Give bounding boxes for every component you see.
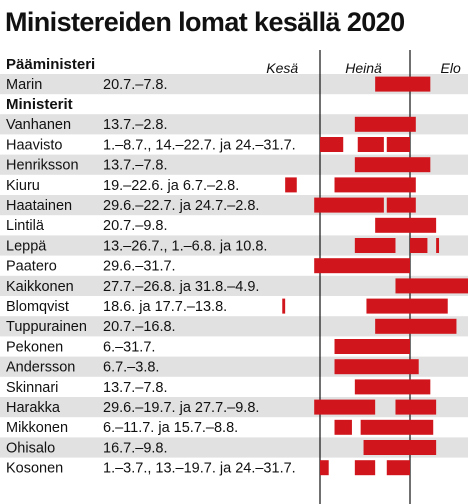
row-name: Ohisalo	[6, 440, 55, 456]
row-name: Haatainen	[6, 198, 72, 214]
vacation-bar	[375, 217, 437, 233]
row-background	[0, 235, 468, 256]
row-name: Pekonen	[6, 339, 63, 355]
month-label: Kesä	[266, 60, 298, 76]
row-name: Marin	[6, 77, 42, 93]
row-background	[0, 275, 468, 296]
row-name: Kosonen	[6, 461, 63, 477]
row-name: Blomqvist	[6, 299, 69, 315]
vacation-bar	[395, 278, 468, 294]
row-dates: 1.–8.7., 14.–22.7. ja 24.–31.7.	[103, 137, 296, 153]
row-dates: 13.7.–2.8.	[103, 117, 168, 133]
row-name: Henriksson	[6, 158, 79, 174]
vacation-bar	[357, 137, 384, 152]
row-dates: 6.7.–3.8.	[103, 360, 159, 376]
vacation-bar	[285, 177, 297, 193]
vacation-bar	[354, 379, 431, 395]
vacation-bar	[395, 399, 437, 415]
row-background	[0, 316, 468, 337]
row-dates: 20.7.–9.8.	[103, 218, 168, 234]
vacation-bar	[314, 197, 384, 213]
row-name: Lintilä	[6, 218, 45, 234]
row-name: Mikkonen	[6, 420, 68, 436]
vacation-bar	[436, 238, 440, 253]
vacation-bar	[375, 76, 431, 92]
row-dates: 16.7.–9.8.	[103, 440, 168, 456]
vacation-bar	[320, 460, 329, 476]
row-dates: 1.–3.7., 13.–19.7. ja 24.–31.7.	[103, 461, 296, 477]
vacation-bar	[375, 318, 457, 334]
vacation-bar	[314, 258, 410, 274]
row-dates: 13.7.–7.8.	[103, 158, 168, 174]
vacation-bar	[314, 399, 376, 415]
row-name: Kiuru	[6, 178, 40, 194]
row-dates: 29.6.–31.7.	[103, 259, 176, 275]
row-dates: 19.–22.6. ja 6.7.–2.8.	[103, 178, 239, 194]
row-dates: 13.7.–7.8.	[103, 380, 168, 396]
row-background	[0, 437, 468, 458]
vacation-bar	[354, 157, 431, 173]
row-name: Harakka	[6, 400, 61, 416]
row-name: Andersson	[6, 360, 75, 376]
row-background	[0, 154, 468, 175]
month-label: Heinä	[345, 60, 382, 76]
vacation-bar	[334, 339, 410, 354]
row-dates: 18.6. ja 17.7.–13.8.	[103, 299, 227, 315]
group-heading: Pääministeri	[6, 56, 95, 73]
chart-title: Ministereiden lomat kesällä 2020	[5, 7, 405, 37]
row-background	[0, 74, 468, 95]
row-name: Skinnari	[6, 380, 58, 396]
vacation-bar	[334, 419, 352, 435]
row-dates: 6.–31.7.	[103, 339, 155, 355]
group-heading: Ministerit	[6, 96, 73, 113]
vacation-bar	[386, 137, 410, 152]
vacation-bar	[363, 440, 437, 455]
row-background	[0, 114, 468, 135]
vacation-bar	[386, 460, 410, 476]
vacation-bar	[354, 238, 396, 253]
vacation-bar	[410, 238, 428, 253]
row-dates: 29.6.–22.7. ja 24.7.–2.8.	[103, 198, 259, 214]
month-label: Elo	[441, 60, 461, 76]
row-dates: 13.–26.7., 1.–6.8. ja 10.8.	[103, 238, 267, 254]
row-name: Paatero	[6, 259, 57, 275]
vacation-bar	[354, 116, 416, 132]
vacation-bar	[320, 137, 344, 152]
row-dates: 20.7.–7.8.	[103, 77, 168, 93]
vacation-bar	[386, 197, 416, 213]
row-name: Haavisto	[6, 137, 62, 153]
vacation-bar	[334, 359, 419, 375]
row-dates: 20.7.–16.8.	[103, 319, 176, 335]
row-dates: 6.–11.7. ja 15.7.–8.8.	[103, 420, 238, 436]
row-name: Kaikkonen	[6, 279, 74, 295]
vacation-bar	[334, 177, 416, 193]
vacation-bar	[282, 298, 286, 314]
row-dates: 27.7.–26.8. ja 31.8.–4.9.	[103, 279, 259, 295]
vacation-bar	[366, 298, 448, 314]
row-name: Tuppurainen	[6, 319, 87, 335]
vacation-bar	[360, 419, 434, 435]
row-dates: 29.6.–19.7. ja 27.7.–9.8.	[103, 400, 259, 416]
row-name: Vanhanen	[6, 117, 71, 133]
vacation-bar	[354, 460, 376, 476]
row-name: Leppä	[6, 238, 47, 254]
